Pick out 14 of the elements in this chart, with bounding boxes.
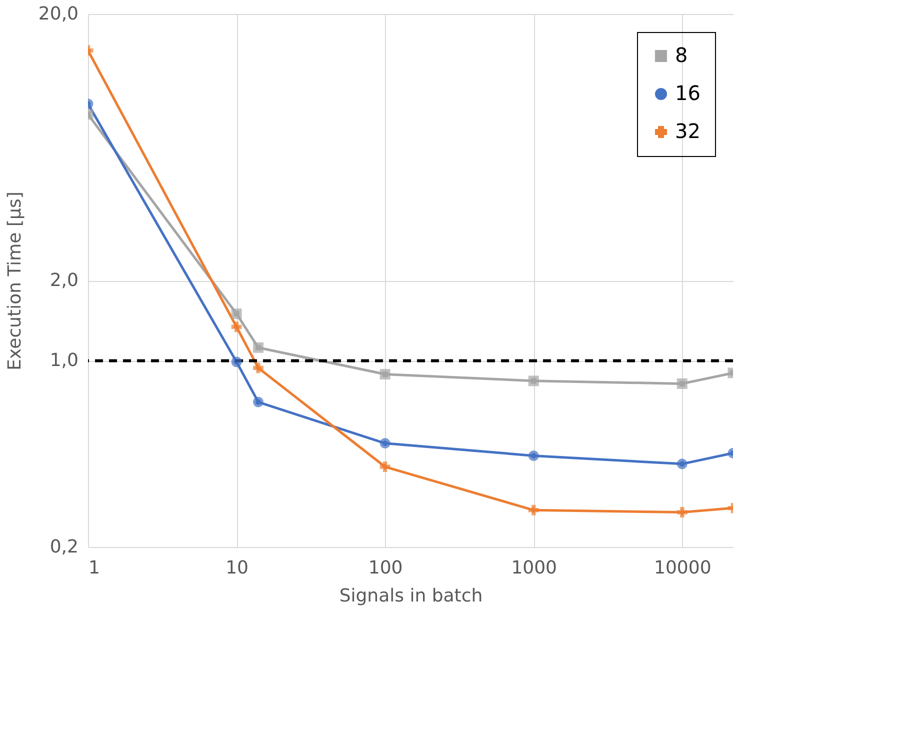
y-axis-title: Execution Time [µs]: [4, 192, 26, 370]
legend-label: 8: [675, 43, 688, 67]
legend-label: 32: [675, 119, 700, 143]
x-axis-title: Signals in batch: [339, 586, 483, 606]
y-tick-label: 0,2: [50, 536, 78, 558]
y-tick-label: 2,0: [50, 270, 78, 291]
x-tick-label: 1: [88, 558, 100, 578]
x-tick-label: 100: [368, 558, 403, 578]
y-tick-label: 20,0: [38, 4, 78, 24]
legend-label: 16: [675, 81, 700, 105]
x-tick-label: 10: [226, 558, 248, 578]
y-tick-label: 1,0: [50, 350, 78, 372]
x-tick-label: 10000: [654, 558, 712, 578]
x-tick-label: 1000: [511, 558, 558, 578]
